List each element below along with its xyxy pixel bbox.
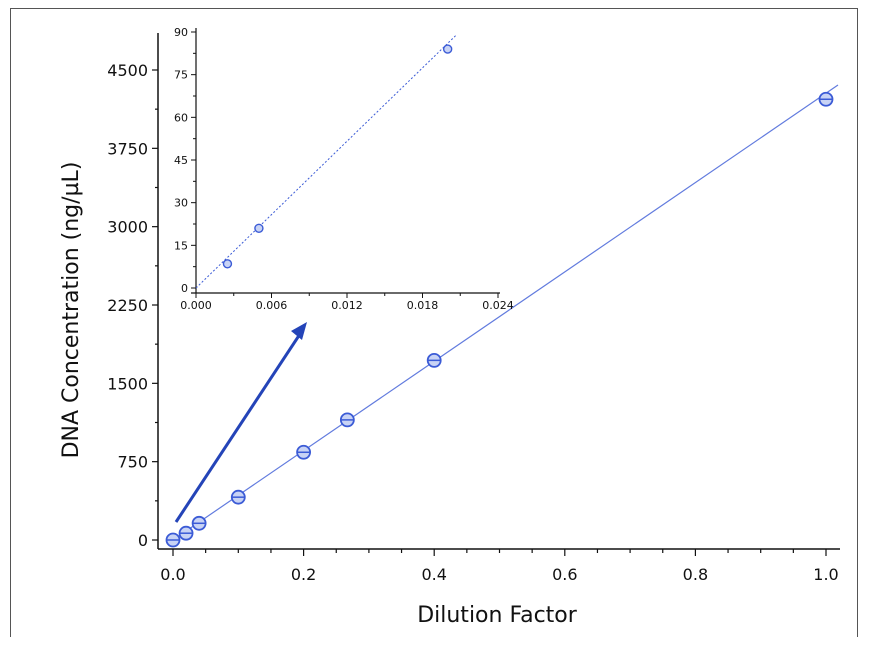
inset-fit-line — [195, 34, 457, 289]
inset-data-point — [222, 259, 233, 269]
zoom-arrow-head — [291, 322, 307, 340]
main-y-tick-label: 1500 — [107, 374, 148, 393]
inset-y-tick-label: 90 — [174, 26, 188, 39]
main-y-tick-label: 3000 — [107, 218, 148, 237]
inset-data-point — [254, 223, 264, 233]
inset-data-point — [442, 44, 453, 54]
inset-x-tick-label: 0.024 — [482, 299, 514, 312]
main-x-tick-label: 0.4 — [421, 565, 446, 584]
main-x-tick-label: 0.0 — [160, 565, 185, 584]
inset-y-tick-label: 75 — [174, 69, 188, 82]
main-x-tick-label: 0.8 — [683, 565, 708, 584]
inset-x-tick-label: 0.000 — [180, 299, 212, 312]
main-x-tick-label: 0.6 — [552, 565, 577, 584]
main-y-tick-label: 2250 — [107, 296, 148, 315]
main-y-axis-title: DNA Concentration (ng/µL) — [59, 162, 84, 459]
main-y-tick-label: 4500 — [107, 61, 148, 80]
inset-y-tick-label: 15 — [174, 239, 188, 252]
figure-frame — [10, 8, 858, 637]
main-y-tick-label: 0 — [138, 531, 148, 550]
inset-x-tick-label: 0.012 — [331, 299, 363, 312]
main-y-tick-label: 3750 — [107, 139, 148, 158]
inset-y-tick-label: 30 — [174, 197, 188, 210]
main-x-axis-title: Dilution Factor — [417, 603, 578, 628]
inset-x-tick-label: 0.018 — [407, 299, 439, 312]
inset-y-tick-label: 45 — [174, 154, 188, 167]
main-x-tick-label: 0.2 — [291, 565, 316, 584]
zoom-arrow-shaft — [174, 333, 302, 523]
main-x-tick-label: 1.0 — [813, 565, 838, 584]
inset-y-tick-label: 0 — [181, 282, 188, 295]
inset-y-tick-label: 60 — [174, 111, 188, 124]
inset-x-tick-label: 0.006 — [256, 299, 288, 312]
main-y-tick-label: 750 — [117, 453, 148, 472]
main-fit-line — [172, 84, 839, 541]
